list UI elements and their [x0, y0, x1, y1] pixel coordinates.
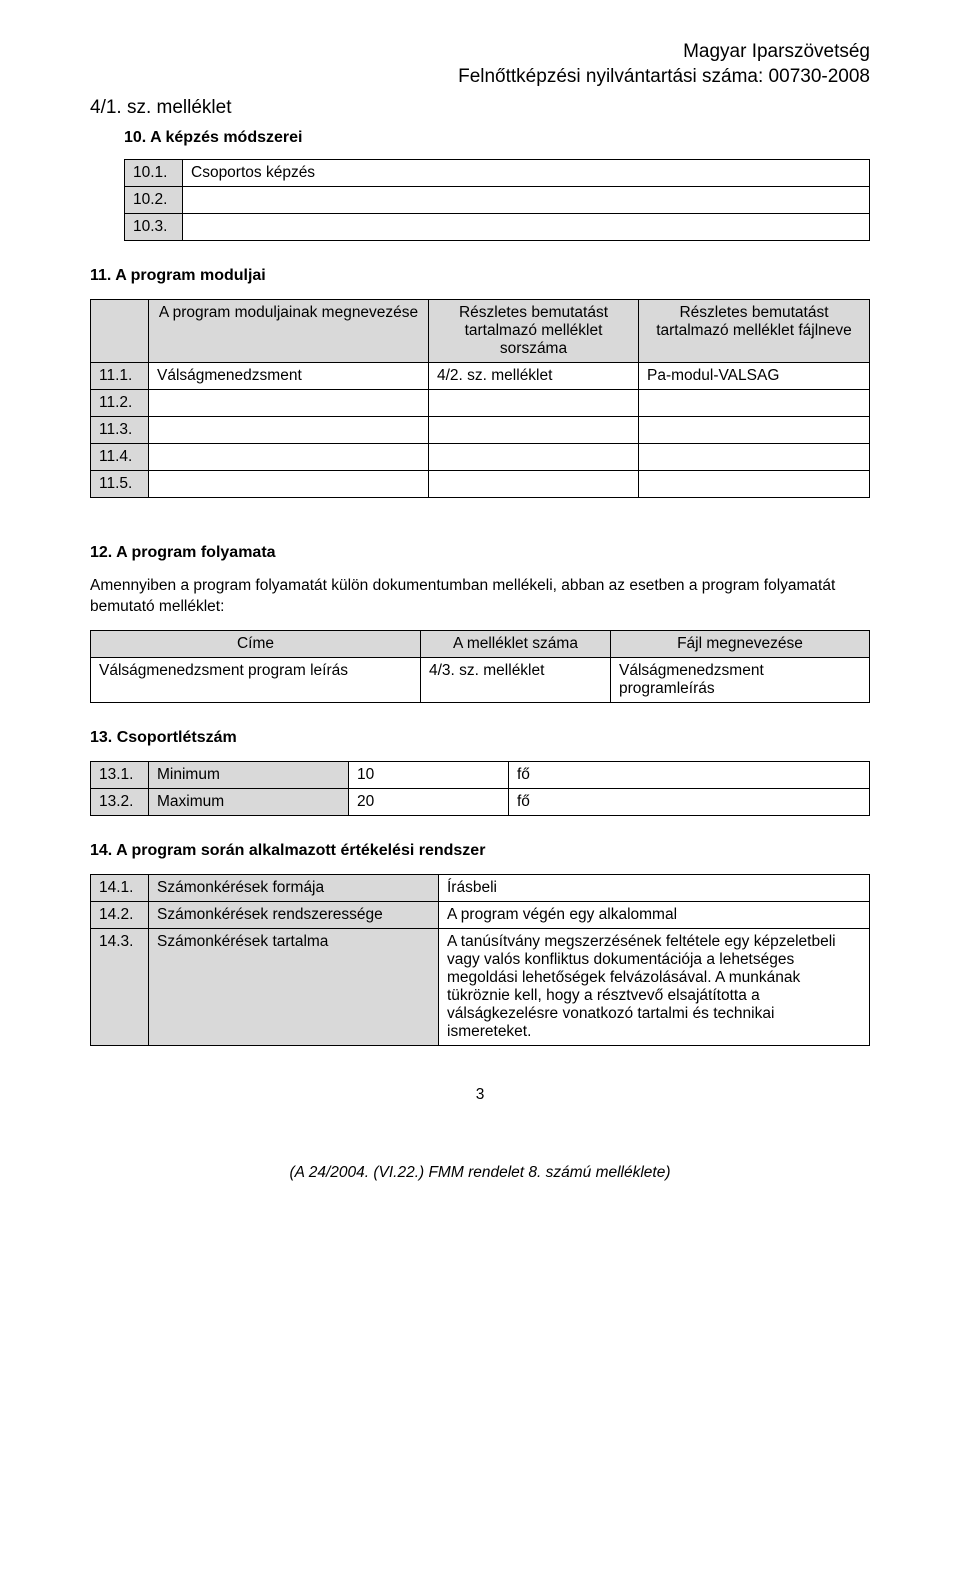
- cell-num: 11.5.: [91, 471, 149, 498]
- appendix-label: 4/1. sz. melléklet: [90, 97, 870, 119]
- table-header-row: A program moduljainak megnevezése Részle…: [91, 300, 870, 363]
- cell-num: 11.1.: [91, 363, 149, 390]
- table-row: 10.3.: [125, 214, 870, 241]
- section-13-title: 13. Csoportlétszám: [90, 729, 870, 747]
- cell-val: 20: [349, 789, 509, 816]
- cell-num: 11.4.: [91, 444, 149, 471]
- col-head: [91, 300, 149, 363]
- footer-reference: (A 24/2004. (VI.22.) FMM rendelet 8. szá…: [90, 1164, 870, 1182]
- cell-num: 11.2.: [91, 390, 149, 417]
- cell: [149, 390, 429, 417]
- section-11-title: 11. A program moduljai: [90, 267, 870, 285]
- cell-label: Számonkérések tartalma: [149, 929, 439, 1046]
- table-row: 13.2. Maximum 20 fő: [91, 789, 870, 816]
- cell-val: A program végén egy alkalommal: [439, 902, 870, 929]
- cell: [149, 471, 429, 498]
- cell-text: [183, 187, 870, 214]
- cell: 4/2. sz. melléklet: [429, 363, 639, 390]
- table-13: 13.1. Minimum 10 fő 13.2. Maximum 20 fő: [90, 761, 870, 816]
- cell-label: Számonkérések rendszeressége: [149, 902, 439, 929]
- cell-label: Számonkérések formája: [149, 875, 439, 902]
- table-header-row: Címe A melléklet száma Fájl megnevezése: [91, 631, 870, 658]
- col-head: A melléklet száma: [421, 631, 611, 658]
- cell-num: 14.1.: [91, 875, 149, 902]
- reg-number: Felnőttképzési nyilvántartási száma: 007…: [90, 65, 870, 90]
- col-head: A program moduljainak megnevezése: [149, 300, 429, 363]
- cell: [639, 471, 870, 498]
- table-row: 14.1. Számonkérések formája Írásbeli: [91, 875, 870, 902]
- cell-num: 10.3.: [125, 214, 183, 241]
- table-12: Címe A melléklet száma Fájl megnevezése …: [90, 630, 870, 703]
- page: Magyar Iparszövetség Felnőttképzési nyil…: [0, 0, 960, 1212]
- cell-val: 10: [349, 762, 509, 789]
- table-row: 14.2. Számonkérések rendszeressége A pro…: [91, 902, 870, 929]
- table-row: 10.1. Csoportos képzés: [125, 160, 870, 187]
- table-row: Válságmenedzsment program leírás 4/3. sz…: [91, 658, 870, 703]
- cell-val: A tanúsítvány megszerzésének feltétele e…: [439, 929, 870, 1046]
- table-row: 11.3.: [91, 417, 870, 444]
- cell: Válságmenedzsment program leírás: [91, 658, 421, 703]
- cell-num: 14.3.: [91, 929, 149, 1046]
- cell: Válságmenedzsment: [149, 363, 429, 390]
- cell: [149, 417, 429, 444]
- cell: Válságmenedzsment programleírás: [611, 658, 870, 703]
- cell: [429, 444, 639, 471]
- cell-num: 13.2.: [91, 789, 149, 816]
- cell: [429, 417, 639, 444]
- table-row: 14.3. Számonkérések tartalma A tanúsítvá…: [91, 929, 870, 1046]
- cell: [639, 444, 870, 471]
- col-head: Címe: [91, 631, 421, 658]
- page-number: 3: [90, 1086, 870, 1104]
- cell: Pa-modul-VALSAG: [639, 363, 870, 390]
- section-10-title: 10. A képzés módszerei: [124, 129, 870, 147]
- cell-val: Írásbeli: [439, 875, 870, 902]
- col-head: Részletes bemutatást tartalmazó mellékle…: [639, 300, 870, 363]
- cell: [639, 417, 870, 444]
- cell-label: Minimum: [149, 762, 349, 789]
- header-right: Magyar Iparszövetség Felnőttképzési nyil…: [90, 40, 870, 89]
- section-12-title: 12. A program folyamata: [90, 544, 870, 562]
- table-row: 10.2.: [125, 187, 870, 214]
- table-10: 10.1. Csoportos képzés 10.2. 10.3.: [124, 159, 870, 241]
- cell-num: 13.1.: [91, 762, 149, 789]
- table-row: 11.1. Válságmenedzsment 4/2. sz. mellékl…: [91, 363, 870, 390]
- col-head: Részletes bemutatást tartalmazó mellékle…: [429, 300, 639, 363]
- table-11: A program moduljainak megnevezése Részle…: [90, 299, 870, 498]
- org-name: Magyar Iparszövetség: [90, 40, 870, 65]
- col-head: Fájl megnevezése: [611, 631, 870, 658]
- table-row: 11.4.: [91, 444, 870, 471]
- cell: [149, 444, 429, 471]
- cell-num: 10.2.: [125, 187, 183, 214]
- cell: [429, 471, 639, 498]
- cell-num: 10.1.: [125, 160, 183, 187]
- cell-text: [183, 214, 870, 241]
- cell-num: 11.3.: [91, 417, 149, 444]
- table-row: 11.5.: [91, 471, 870, 498]
- table-row: 11.2.: [91, 390, 870, 417]
- cell-unit: fő: [509, 762, 870, 789]
- cell-label: Maximum: [149, 789, 349, 816]
- cell-text: Csoportos képzés: [183, 160, 870, 187]
- cell: [429, 390, 639, 417]
- cell-num: 14.2.: [91, 902, 149, 929]
- cell: [639, 390, 870, 417]
- cell: 4/3. sz. melléklet: [421, 658, 611, 703]
- cell-unit: fő: [509, 789, 870, 816]
- table-row: 13.1. Minimum 10 fő: [91, 762, 870, 789]
- table-14: 14.1. Számonkérések formája Írásbeli 14.…: [90, 874, 870, 1046]
- section-14-title: 14. A program során alkalmazott értékelé…: [90, 842, 870, 860]
- section-12-intro: Amennyiben a program folyamatát külön do…: [90, 576, 870, 618]
